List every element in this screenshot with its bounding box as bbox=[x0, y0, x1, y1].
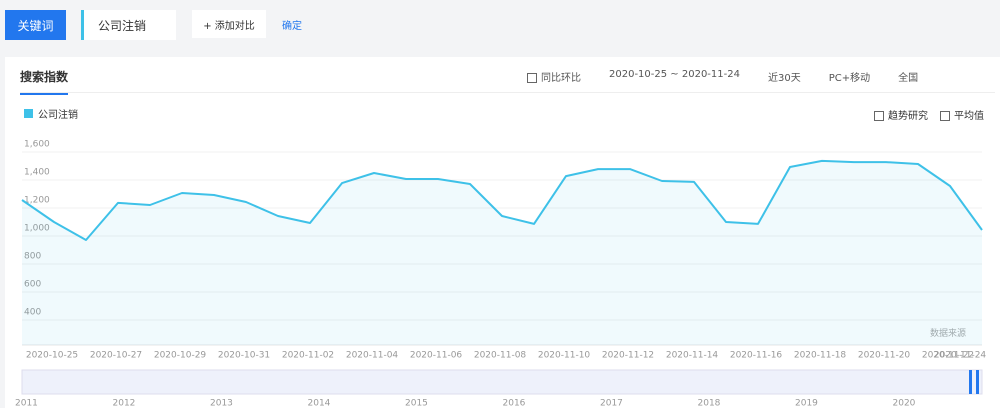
x-tick-label: 2020-11-24 bbox=[934, 351, 987, 361]
x-tick-label: 2020-10-27 bbox=[90, 351, 142, 361]
confirm-link[interactable]: 确定 bbox=[282, 21, 302, 32]
timeline-handle bbox=[976, 370, 979, 394]
timeline-bar bbox=[21, 369, 983, 395]
y-tick-label: 1,400 bbox=[24, 168, 50, 178]
keyword-button[interactable]: 关键词 bbox=[5, 10, 66, 40]
timeline-label: 2014 bbox=[308, 399, 331, 408]
option-text: 平均值 bbox=[954, 111, 984, 122]
options: 趋势研究 平均值 bbox=[874, 107, 984, 122]
timeline-handle bbox=[969, 370, 972, 394]
keyword-input[interactable]: 公司注销 bbox=[81, 10, 176, 40]
y-tick-label: 600 bbox=[24, 280, 41, 290]
x-tick-label: 2020-11-22 bbox=[922, 351, 974, 361]
x-tick-label: 2020-11-16 bbox=[730, 351, 783, 361]
timeline-label: 2013 bbox=[210, 399, 233, 408]
control-text: 同比环比 bbox=[541, 73, 581, 84]
y-tick-label: 1,200 bbox=[24, 196, 50, 206]
control[interactable]: PC+移动 bbox=[828, 73, 871, 84]
x-tick-label: 2020-11-06 bbox=[410, 351, 463, 361]
control[interactable]: 同比环比 bbox=[527, 69, 581, 84]
x-tick-label: 2020-11-10 bbox=[538, 351, 591, 361]
timeline-label: 2017 bbox=[600, 399, 623, 408]
x-tick-label: 2020-11-02 bbox=[282, 351, 334, 361]
divider bbox=[20, 92, 995, 93]
x-tick-label: 2020-11-20 bbox=[858, 351, 911, 361]
legend-label: 公司注销 bbox=[38, 110, 78, 121]
controls: 同比环比 2020-10-25 ~ 2020-11-24 近30天 PC+移动 … bbox=[527, 69, 918, 84]
x-tick-label: 2020-11-18 bbox=[794, 351, 847, 361]
y-tick-label: 400 bbox=[24, 308, 41, 318]
option[interactable]: 趋势研究 bbox=[874, 107, 928, 122]
watermark: 数据来源 bbox=[930, 329, 967, 339]
area bbox=[22, 160, 982, 345]
y-tick-label: 1,600 bbox=[24, 140, 50, 150]
timeline-label: 2015 bbox=[405, 399, 428, 408]
panel bbox=[5, 57, 1000, 408]
x-tick-label: 2020-10-29 bbox=[154, 351, 207, 361]
x-tick-label: 2020-11-08 bbox=[474, 351, 527, 361]
timeline-label: 2020 bbox=[893, 399, 916, 408]
x-tick-label: 2020-11-04 bbox=[346, 351, 399, 361]
timeline-label: 2018 bbox=[698, 399, 721, 408]
add-compare[interactable]: + 添加对比 bbox=[192, 10, 266, 38]
y-tick-label: 800 bbox=[24, 252, 41, 262]
x-tick-label: 2020-10-31 bbox=[218, 351, 270, 361]
timeline-label: 2011 bbox=[15, 399, 38, 408]
x-tick-label: 2020-10-25 bbox=[26, 351, 78, 361]
legend-swatch bbox=[24, 109, 33, 118]
x-tick-label: 2020-11-14 bbox=[666, 351, 719, 361]
tab[interactable]: 搜索指数 bbox=[20, 68, 69, 95]
control[interactable]: 2020-10-25 ~ 2020-11-24 bbox=[609, 69, 740, 80]
control[interactable]: 全国 bbox=[898, 73, 919, 84]
x-tick-label: 2020-11-12 bbox=[602, 351, 654, 361]
option[interactable]: 平均值 bbox=[940, 107, 984, 122]
control[interactable]: 近30天 bbox=[767, 73, 801, 84]
option-text: 趋势研究 bbox=[888, 111, 928, 122]
timeline-label: 2019 bbox=[795, 399, 818, 408]
timeline-label: 2012 bbox=[113, 399, 136, 408]
line bbox=[21, 159, 983, 241]
timeline-label: 2016 bbox=[503, 399, 526, 408]
y-tick-label: 1,000 bbox=[24, 224, 50, 234]
legend[interactable]: 公司注销 bbox=[24, 106, 78, 121]
